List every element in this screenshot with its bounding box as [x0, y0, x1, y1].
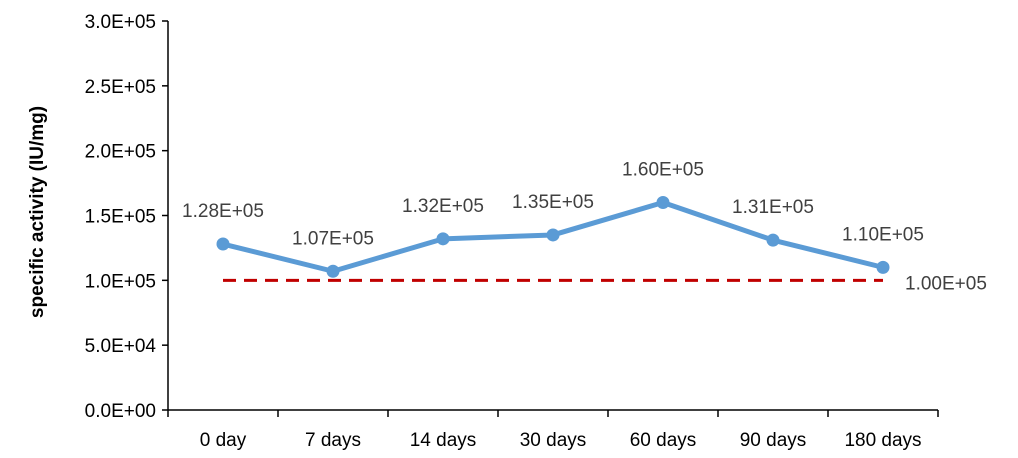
x-tick-label: 0 day: [200, 430, 247, 451]
x-tick-label: 180 days: [844, 430, 921, 451]
reference-line-group: 1.00E+05: [223, 273, 987, 294]
data-label: 1.60E+05: [622, 160, 704, 181]
data-label: 1.32E+05: [402, 196, 484, 217]
data-label: 1.35E+05: [512, 192, 594, 213]
series-point: [436, 232, 450, 246]
x-tick-label: 90 days: [740, 430, 807, 451]
y-tick-label: 1.0E+05: [85, 271, 156, 292]
y-tick-label: 2.5E+05: [85, 77, 156, 98]
series-point: [876, 260, 890, 274]
x-tick-label: 7 days: [305, 430, 361, 451]
y-tick-label: 5.0E+04: [85, 336, 157, 357]
series-point: [656, 196, 670, 210]
x-tick-label: 60 days: [630, 430, 697, 451]
series-point: [546, 228, 560, 242]
data-label: 1.10E+05: [842, 224, 924, 245]
series-point: [766, 233, 780, 247]
x-ticks-group: 0 day 7 days 14 days 30 days 60 days 90 days 1…: [167, 410, 939, 451]
series-point: [216, 237, 230, 251]
data-labels-group: 1.28E+05 1.07E+05 1.32E+05 1.35E+05 1.60E+05…: [182, 160, 924, 250]
data-label: 1.31E+05: [732, 197, 814, 218]
y-axis-title: specific activity (IU/mg): [27, 106, 48, 318]
reference-line-label: 1.00E+05: [905, 273, 987, 294]
y-tick-label: 3.0E+05: [85, 12, 156, 33]
x-tick-label: 30 days: [520, 430, 587, 451]
y-ticks-group: 0.0E+00 5.0E+04 1.0E+05 1.5E+05 2.0E+05 2.5E+…: [85, 12, 168, 422]
y-tick-label: 1.5E+05: [85, 207, 156, 228]
y-tick-label: 0.0E+00: [85, 401, 156, 422]
y-tick-label: 2.0E+05: [85, 142, 156, 163]
data-label: 1.07E+05: [292, 228, 374, 249]
x-tick-label: 14 days: [410, 430, 477, 451]
series-point: [326, 264, 340, 278]
axes-group: [167, 21, 938, 411]
data-label: 1.28E+05: [182, 201, 264, 222]
series-group: [216, 196, 890, 278]
